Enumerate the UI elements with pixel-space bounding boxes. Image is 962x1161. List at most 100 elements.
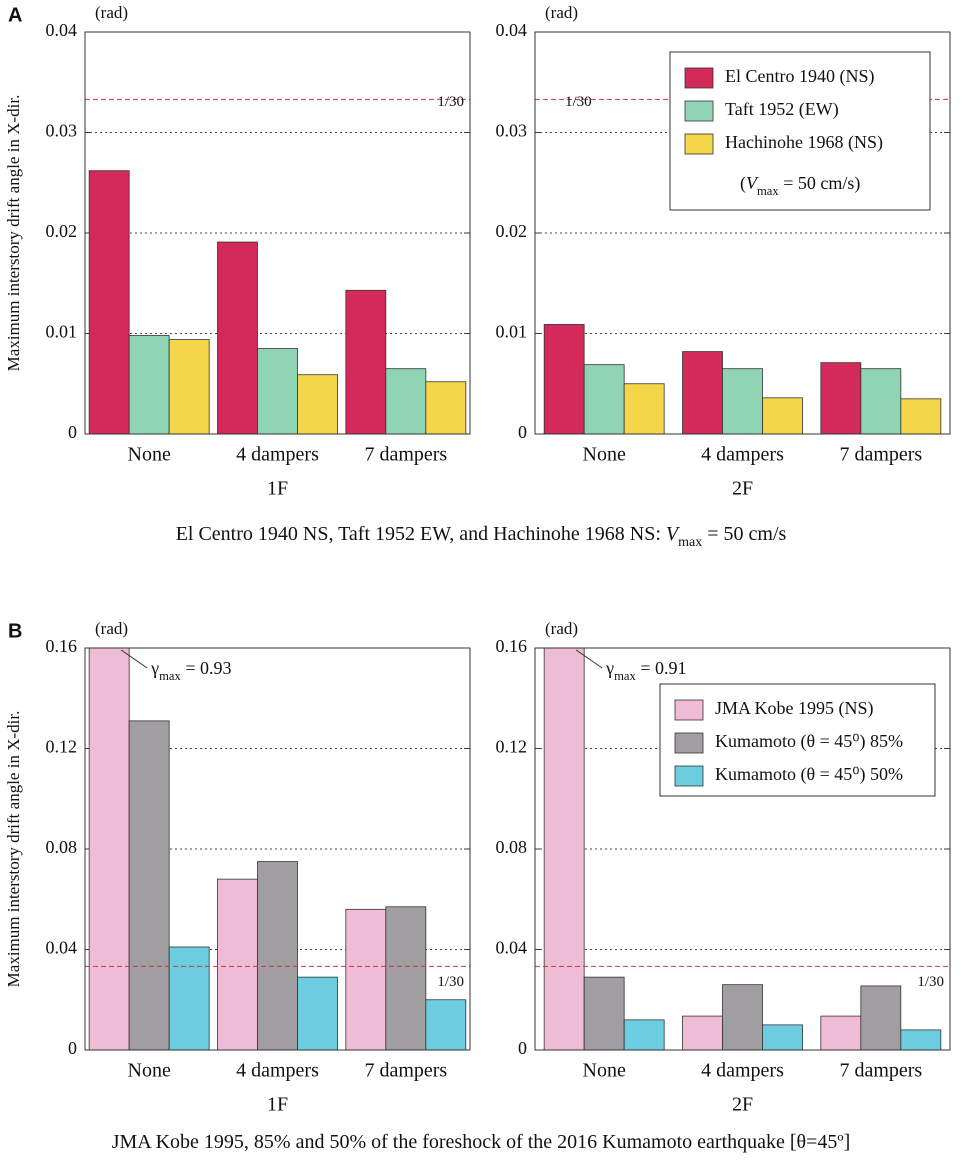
bar	[623, 383, 665, 434]
y-tick-label: 0	[68, 1038, 77, 1058]
y-tick-label: 0.16	[46, 636, 78, 656]
bars	[88, 648, 467, 1050]
caption: JMA Kobe 1995, 85% and 50% of the foresh…	[112, 1131, 851, 1153]
unit-label: (rad)	[95, 3, 128, 22]
unit-label: (rad)	[95, 619, 128, 638]
text-part: = 0.93	[181, 658, 232, 678]
text-part: = 0.91	[636, 658, 687, 678]
text-part: γ	[150, 658, 159, 678]
bar	[900, 398, 942, 434]
x-tick-label: 4 dampers	[236, 444, 319, 466]
y-tick-label: 0.02	[496, 221, 528, 241]
bar	[345, 289, 387, 434]
bar	[217, 878, 258, 1050]
y-tick-label: 0.02	[46, 221, 78, 241]
panel-label: B	[8, 620, 22, 642]
y-axis-label: Maximum interstory drift angle in X-dir.	[4, 95, 23, 372]
y-tick-label: 0.04	[496, 938, 528, 958]
annotation: γmax = 0.91	[605, 658, 686, 683]
text-part: (	[740, 173, 746, 194]
x-tick-label: None	[128, 444, 171, 466]
x-tick-label: 7 dampers	[839, 1060, 922, 1082]
legend-swatch	[684, 100, 714, 122]
y-tick-label: 0	[68, 422, 77, 442]
reference-label: 1/30	[437, 974, 464, 990]
legend-note: (Vmax = 50 cm/s)	[740, 173, 860, 198]
legend-label: Hachinohe 1968 (NS)	[725, 132, 883, 153]
caption: El Centro 1940 NS, Taft 1952 EW, and Hac…	[176, 523, 787, 550]
x-tick-label: 7 dampers	[364, 444, 447, 466]
bar	[722, 984, 763, 1050]
x-tick-label: None	[583, 444, 626, 466]
bar	[168, 339, 210, 434]
reference-label: 1/30	[437, 94, 464, 110]
y-axis-label: Maximum interstory drift angle in X-dir.	[4, 711, 23, 988]
legend-label: Taft 1952 (EW)	[725, 99, 839, 120]
plot-frame	[84, 31, 471, 435]
y-tick-label: 0.12	[46, 737, 78, 757]
text-part: = 50 cm/s)	[779, 173, 861, 194]
legend-swatch	[674, 732, 704, 754]
x-tick-label: 7 dampers	[364, 1060, 447, 1082]
bar	[682, 1015, 723, 1050]
unit-label: (rad)	[545, 619, 578, 638]
bar	[543, 324, 585, 434]
y-tick-label: 0.04	[496, 20, 528, 40]
x-tick-label: 7 dampers	[839, 444, 922, 466]
bar	[860, 368, 902, 434]
bar	[762, 1024, 803, 1050]
annotation: γmax = 0.93	[150, 658, 231, 683]
bar	[345, 908, 387, 1050]
legend-swatch	[684, 67, 714, 89]
bar	[583, 364, 625, 434]
unit-label: (rad)	[545, 3, 578, 22]
legend-label: Kumamoto (θ = 45⁰) 50%	[715, 764, 903, 785]
x-axis-label: 1F	[267, 1094, 288, 1116]
text-part: El Centro 1940 NS, Taft 1952 EW, and Hac…	[176, 523, 666, 545]
annotation-leader	[575, 649, 603, 669]
bar	[583, 976, 625, 1050]
x-tick-label: None	[583, 1060, 626, 1082]
y-tick-label: 0.08	[496, 837, 528, 857]
bar	[543, 648, 585, 1050]
text-part: max	[159, 669, 181, 683]
text-part: V	[666, 523, 681, 545]
text-part: JMA Kobe 1995, 85% and 50% of the foresh…	[112, 1131, 851, 1153]
bar	[762, 397, 803, 434]
bar	[820, 362, 862, 434]
bar	[623, 1019, 665, 1050]
y-tick-label: 0.01	[46, 322, 78, 342]
bars	[88, 170, 467, 434]
bar	[88, 648, 130, 1050]
x-tick-label: 4 dampers	[236, 1060, 319, 1082]
text-part: = 50 cm/s	[702, 523, 786, 545]
bar	[128, 335, 170, 434]
bar	[385, 368, 427, 434]
legend-swatch	[684, 133, 714, 155]
y-tick-label: 0.16	[496, 636, 528, 656]
x-tick-label: 4 dampers	[701, 1060, 784, 1082]
bars	[543, 648, 942, 1050]
y-tick-label: 0.04	[46, 938, 78, 958]
bar	[820, 1015, 862, 1050]
y-tick-label: 0	[518, 422, 527, 442]
panel-label: A	[8, 4, 22, 26]
y-tick-label: 0.01	[496, 322, 528, 342]
y-tick-label: 0	[518, 1038, 527, 1058]
annotation-leader	[120, 649, 148, 669]
reference-label: 1/30	[917, 974, 944, 990]
bar	[88, 170, 130, 434]
bar	[425, 999, 467, 1050]
bar	[297, 374, 338, 434]
bar	[217, 241, 258, 434]
legend-label: Kumamoto (θ = 45⁰) 85%	[715, 731, 903, 752]
bar	[425, 381, 467, 434]
text-part: V	[746, 173, 759, 193]
text-part: max	[614, 669, 636, 683]
bars	[543, 324, 942, 434]
plot-frame	[534, 31, 951, 435]
y-tick-label: 0.04	[46, 20, 78, 40]
y-tick-label: 0.12	[496, 737, 528, 757]
bar	[128, 720, 170, 1050]
